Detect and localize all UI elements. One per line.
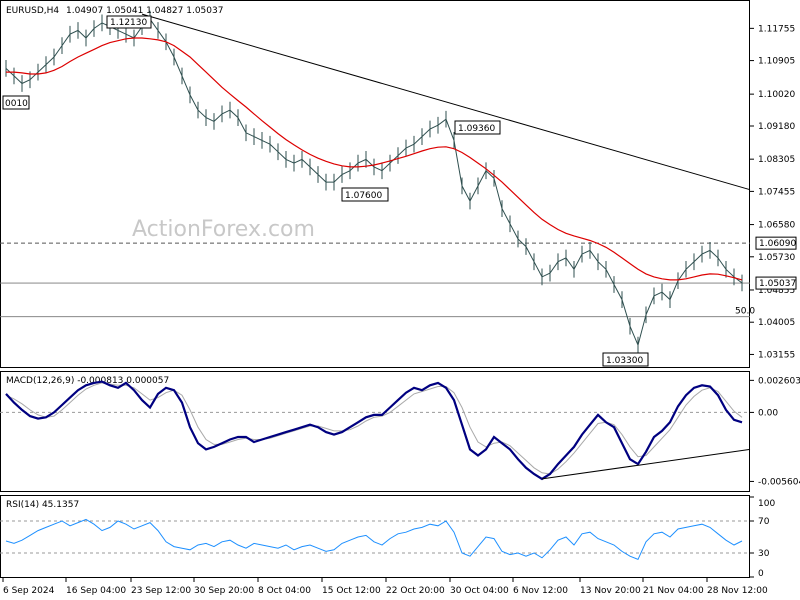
price-tick-label: 1.07455 — [758, 187, 795, 197]
ohlc-label: 1.04907 1.05041 1.04827 1.05037 — [66, 6, 223, 16]
fib-50-label: 50.0 — [735, 307, 755, 317]
macd-tick-label: 0.00 — [758, 408, 778, 418]
rsi-label: RSI(14) 45.1357 — [6, 500, 79, 510]
macd-axis-ticks: 0.002603 0.00 -0.005604 — [0, 376, 800, 487]
macd-line — [5, 380, 743, 481]
symbol-label: EURUSD,H4 — [6, 6, 59, 16]
price-tick-label: 1.06580 — [758, 221, 795, 231]
price-tick-label: 1.10905 — [758, 57, 795, 67]
rsi-tick-label: 0 — [758, 569, 764, 579]
time-tick-label: 13 Nov 20:00 — [580, 586, 641, 596]
macd-trendline — [541, 448, 751, 480]
price-tick-label: 1.09180 — [758, 122, 795, 132]
macd-series — [5, 380, 743, 481]
macd-tick-label: -0.005604 — [758, 477, 800, 487]
price-tick-label: 1.04005 — [758, 318, 795, 328]
price-tick-label: 1.08305 — [758, 155, 795, 165]
price-tick-label: 1.10020 — [758, 90, 795, 100]
time-tick-label: 15 Oct 12:00 — [322, 586, 381, 596]
time-tick-label: 22 Oct 20:00 — [386, 586, 445, 596]
price-tick-label: 1.11755 — [758, 24, 795, 34]
rsi-axis-ticks: 100 70 30 0 — [0, 496, 775, 579]
macd-panel-frame — [0, 371, 750, 492]
level-badge-box — [755, 276, 797, 290]
annotation-high-1-12130: 1.12130 — [106, 15, 152, 29]
rsi-series — [5, 518, 743, 561]
svg-text:1.12130: 1.12130 — [110, 18, 147, 28]
price-line — [5, 18, 743, 347]
time-tick-label: 30 Oct 04:00 — [450, 586, 509, 596]
level-badge-label: 1.05037 — [759, 279, 796, 289]
annotation-0010: 0010 — [2, 95, 30, 110]
svg-text:1.03300: 1.03300 — [606, 356, 643, 366]
annotation-low-1-03300: 1.03300 — [602, 352, 649, 367]
level-badges: 1.06090 1.05037 — [755, 236, 797, 290]
price-series — [5, 10, 743, 354]
time-tick-label: 16 Sep 04:00 — [66, 586, 126, 596]
horizontal-levels: 50.0 — [0, 242, 755, 318]
rsi-tick-label: 70 — [758, 517, 770, 527]
rsi-tick-label: 100 — [758, 499, 775, 509]
watermark: ActionForex.com — [132, 217, 315, 242]
time-tick-label: 6 Nov 12:00 — [513, 586, 568, 596]
rsi-panel-frame — [0, 495, 750, 578]
ema-line — [6, 37, 743, 281]
annotation-1-07600: 1.07600 — [341, 187, 389, 202]
time-tick-label: 21 Nov 04:00 — [643, 586, 704, 596]
time-tick-label: 23 Sep 12:00 — [131, 586, 191, 596]
time-tick-label: 28 Nov 12:00 — [707, 586, 768, 596]
level-badge-box — [755, 236, 797, 250]
macd-tick-label: 0.002603 — [758, 376, 800, 386]
price-panel-frame — [0, 0, 750, 368]
time-tick-label: 6 Sep 2024 — [3, 586, 55, 596]
rsi-tick-label: 30 — [758, 549, 770, 559]
annotation-1-09360: 1.09360 — [454, 120, 501, 135]
svg-text:0010: 0010 — [5, 99, 28, 109]
chart-header: EURUSD,H4 1.04907 1.05041 1.04827 1.0503… — [6, 6, 223, 16]
time-tick-label: 8 Oct 04:00 — [258, 586, 311, 596]
price-tick-label: 1.05730 — [758, 253, 795, 263]
rsi-line — [5, 518, 743, 561]
price-trendline — [141, 13, 751, 191]
trendlines — [141, 13, 751, 480]
level-badge-label: 1.06090 — [759, 239, 796, 249]
price-tick-label: 1.03155 — [758, 350, 795, 360]
svg-text:1.09360: 1.09360 — [458, 124, 495, 134]
time-tick-label: 30 Sep 20:00 — [194, 586, 254, 596]
svg-text:1.07600: 1.07600 — [345, 191, 382, 201]
macd-label: MACD(12,26,9) -0.000813 0.000057 — [6, 376, 169, 386]
price-axis-ticks: 1.11755 1.10905 1.10020 1.09180 1.08305 1.074… — [750, 24, 795, 360]
time-axis-labels: 6 Sep 2024 16 Sep 04:00 23 Sep 12:00 30 Sep… — [2, 578, 768, 596]
price-tick-label: 1.04855 — [758, 286, 795, 296]
